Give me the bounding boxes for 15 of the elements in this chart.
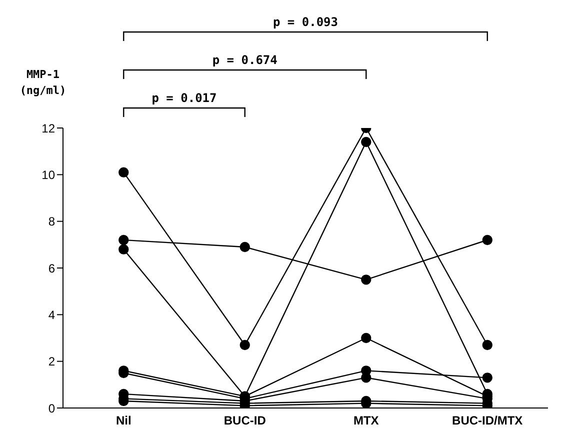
x-tick-label: MTX xyxy=(353,414,379,428)
y-tick-label: 8 xyxy=(48,214,56,229)
text: p = 0.093 xyxy=(272,15,338,29)
y-tick-label: 10 xyxy=(42,168,56,182)
x-tick-label: BUC-ID xyxy=(224,414,266,428)
x-tick-label: BUC-ID/MTX xyxy=(452,414,523,428)
y-tick-label: 4 xyxy=(48,308,56,322)
x-tick-label: Nil xyxy=(116,414,132,428)
y-tick-label: 2 xyxy=(48,354,56,369)
y-tick-label: 12 xyxy=(42,121,56,136)
y-tick-label: 0 xyxy=(48,401,56,416)
text: p = 0.674 xyxy=(212,53,278,67)
text: p = 0.017 xyxy=(152,91,217,105)
y-axis-title: MMP-1 (ng/ml) xyxy=(20,68,66,97)
y-tick-label: 6 xyxy=(48,261,56,276)
